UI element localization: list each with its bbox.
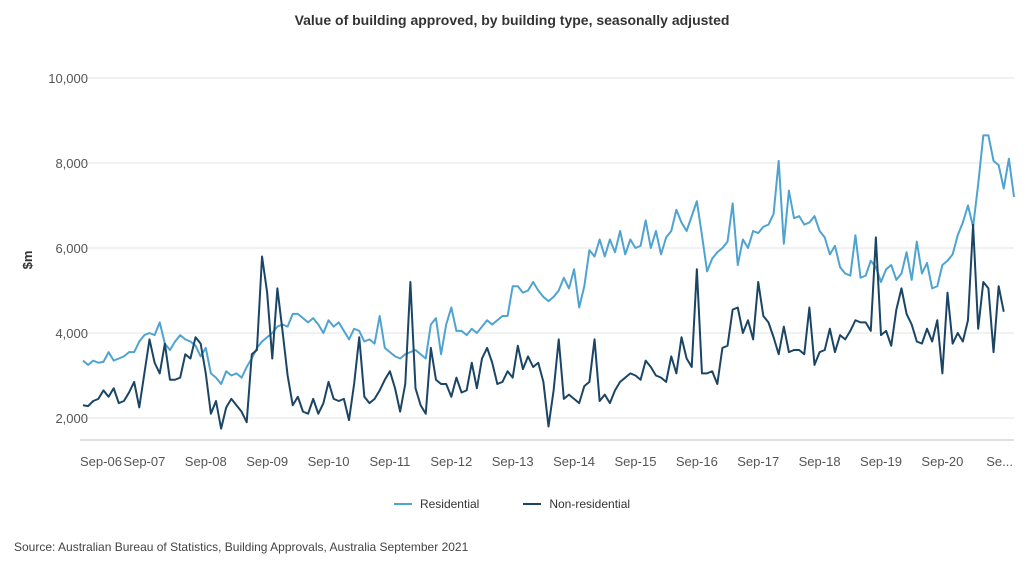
y-tick-label: 8,000: [55, 156, 88, 171]
x-tick-label: Sep-14: [553, 454, 595, 469]
y-tick-label: 4,000: [55, 326, 88, 341]
x-tick-label: Sep-09: [246, 454, 288, 469]
source-note: Source: Australian Bureau of Statistics,…: [14, 540, 469, 554]
legend-label-non-residential: Non-residential: [549, 497, 631, 511]
x-tick-label: Sep-15: [615, 454, 657, 469]
x-tick-label: Se...: [986, 454, 1013, 469]
x-tick-label: Sep-10: [308, 454, 350, 469]
legend-swatch-residential: [393, 503, 412, 505]
y-axis-ticks: 2,000 4,000 6,000 8,000 10,000: [48, 71, 88, 426]
legend-swatch-non-residential: [523, 503, 542, 505]
x-tick-label: Sep-20: [921, 454, 963, 469]
legend-item-residential[interactable]: Residential: [393, 497, 480, 511]
y-axis-label: $m: [20, 251, 35, 270]
x-tick-label: Sep-07: [123, 454, 165, 469]
series-line-non-residential: [82, 223, 1005, 430]
legend-label-residential: Residential: [419, 497, 480, 511]
x-tick-label: Sep-08: [185, 454, 227, 469]
x-tick-label: Sep-11: [369, 454, 410, 469]
x-tick-label: Sep-12: [430, 454, 472, 469]
y-tick-label: 2,000: [55, 411, 88, 426]
x-tick-label: Sep-16: [676, 454, 718, 469]
x-tick-label: Sep-06: [80, 454, 122, 469]
y-tick-label: 10,000: [48, 71, 88, 86]
series-lines: [82, 134, 1015, 430]
x-tick-label: Sep-17: [737, 454, 779, 469]
x-axis-ticks: Sep-06 Sep-07 Sep-08 Sep-09 Sep-10 Sep-11 Sep-…: [80, 454, 1013, 469]
x-tick-label: Sep-19: [860, 454, 902, 469]
legend-item-non-residential[interactable]: Non-residential: [523, 497, 630, 511]
legend: Residential Non-residential: [0, 497, 1024, 511]
chart-title: Value of building approved, by building …: [294, 12, 730, 28]
x-tick-label: Sep-18: [799, 454, 841, 469]
gridlines: [80, 77, 1014, 419]
series-line-residential: [82, 134, 1015, 385]
y-tick-label: 6,000: [55, 241, 88, 256]
x-tick-label: Sep-13: [492, 454, 534, 469]
